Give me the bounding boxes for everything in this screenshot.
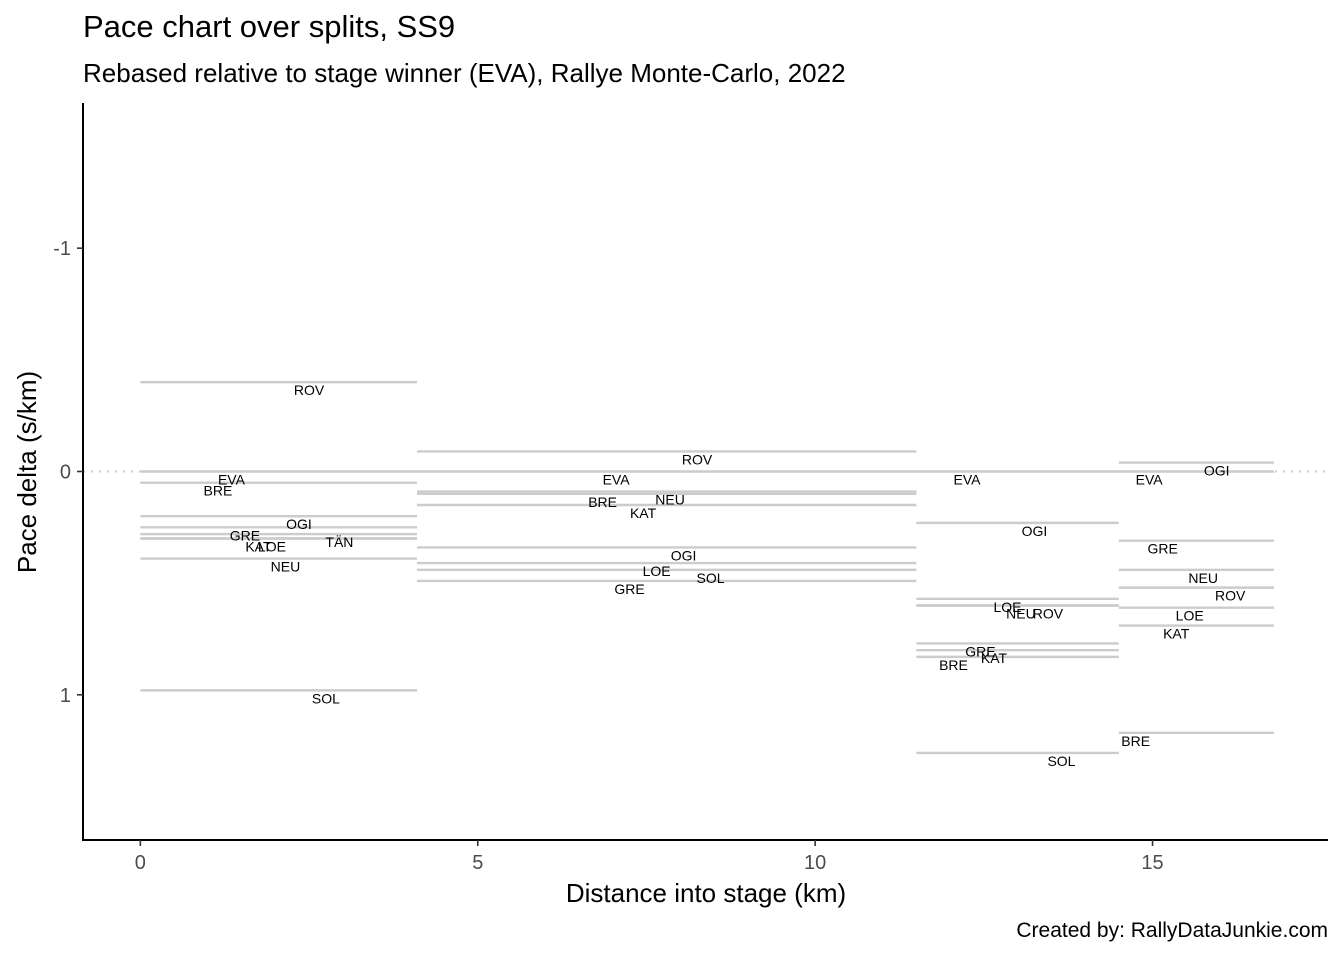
split-2-label-bre: BRE <box>588 494 617 510</box>
tick-layer: 0 5 10 15 -1 0 1 <box>53 238 1163 874</box>
x-tick-label: 0 <box>135 852 146 874</box>
split-1-label-ogi: OGI <box>286 516 312 532</box>
split-2-label-sol: SOL <box>697 570 725 586</box>
x-tick-label: 15 <box>1141 852 1163 874</box>
split-1-label-gre: GRE <box>230 527 260 543</box>
segment-layer <box>140 380 1275 755</box>
split-3-label-sol: SOL <box>1047 753 1075 769</box>
split-2-label-neu: NEU <box>655 492 685 508</box>
split-4-label-gre: GRE <box>1148 541 1178 557</box>
split-1-label-loe: LOE <box>258 539 286 555</box>
split-2-label-ogi: OGI <box>671 547 697 563</box>
split-3-label-bre: BRE <box>939 657 968 673</box>
split-4-label-kat: KAT <box>1163 626 1190 642</box>
y-axis-title: Pace delta (s/km) <box>12 371 42 573</box>
split-3-label-rov: ROV <box>1033 606 1064 622</box>
split-4-label-bre: BRE <box>1121 733 1150 749</box>
split-4-label-eva: EVA <box>1136 472 1164 488</box>
split-1-label-tän: TÄN <box>325 534 353 550</box>
split-4-label-ogi: OGI <box>1204 463 1230 479</box>
split-2-label-rov: ROV <box>682 451 713 467</box>
split-1-label-neu: NEU <box>271 559 301 575</box>
chart-title: Pace chart over splits, SS9 <box>83 9 456 44</box>
split-2-label-eva: EVA <box>603 472 631 488</box>
split-1-label-eva: EVA <box>218 472 246 488</box>
y-tick-label: 0 <box>60 462 71 484</box>
split-1-label-sol: SOL <box>312 690 340 706</box>
split-4-label-rov: ROV <box>1215 588 1246 604</box>
split-1-label-kat: KAT <box>245 539 272 555</box>
split-3-label-gre: GRE <box>965 643 995 659</box>
x-axis-title: Distance into stage (km) <box>566 878 846 908</box>
split-2-label-loe: LOE <box>643 563 671 579</box>
split-4-label-neu: NEU <box>1188 570 1218 586</box>
split-4-label-loe: LOE <box>1176 608 1204 624</box>
chart-subtitle: Rebased relative to stage winner (EVA), … <box>83 58 846 88</box>
y-tick-label: -1 <box>53 238 71 260</box>
caption: Created by: RallyDataJunkie.com <box>1016 919 1328 942</box>
split-3-label-eva: EVA <box>953 472 981 488</box>
split-2-label-kat: KAT <box>630 505 657 521</box>
y-tick-label: 1 <box>60 685 71 707</box>
x-tick-label: 5 <box>472 852 483 874</box>
x-tick-label: 10 <box>804 852 826 874</box>
split-3-label-loe: LOE <box>993 599 1021 615</box>
split-2-label-gre: GRE <box>614 581 644 597</box>
split-1-label-rov: ROV <box>294 382 325 398</box>
split-3-label-ogi: OGI <box>1022 523 1048 539</box>
split-3-label-kat: KAT <box>981 650 1008 666</box>
split-3-label-neu: NEU <box>1006 606 1036 622</box>
split-1-label-bre: BRE <box>204 483 233 499</box>
